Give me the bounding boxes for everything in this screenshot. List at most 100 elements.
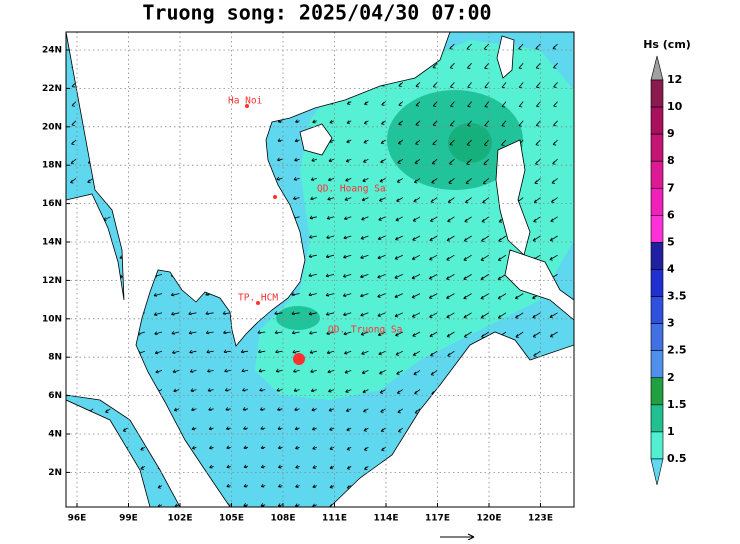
wave-arrow [206, 349, 214, 354]
colorbar-label: 12 [667, 73, 682, 86]
wave-arrow [329, 427, 335, 431]
colorbar-label: 2.5 [667, 344, 687, 357]
wave-arrow [446, 254, 455, 261]
wave-arrow [243, 503, 249, 507]
wave-arrow [311, 158, 317, 162]
wave-arrow [498, 235, 507, 242]
wave-arrow [189, 349, 197, 354]
wave-arrow [329, 484, 335, 489]
wave-arrow [497, 312, 507, 319]
wave-arrow [412, 235, 421, 241]
colorbar-cell [650, 133, 664, 162]
wave-arrow [207, 368, 214, 373]
wave-arrow [497, 293, 507, 300]
wave-arrow [381, 101, 386, 106]
wave-arrow [380, 408, 386, 413]
wave-arrow [243, 483, 249, 488]
wave-arrow [87, 178, 94, 184]
wave-arrow [278, 483, 283, 488]
wave-arrow [325, 273, 335, 278]
y-tick-label: 12N [42, 276, 62, 286]
wave-arrow [310, 388, 317, 393]
wave-arrow [188, 330, 197, 335]
wave-arrow [480, 312, 490, 319]
wave-arrow [308, 254, 317, 258]
wave-arrow [325, 312, 335, 316]
wave-arrow [378, 197, 386, 202]
wave-arrow [259, 407, 266, 411]
wave-arrow [377, 274, 386, 279]
wave-arrow [518, 101, 524, 108]
wave-arrow [343, 312, 352, 317]
wave-arrow [429, 216, 438, 223]
wave-arrow [518, 120, 524, 127]
colorbar-cell [650, 215, 664, 243]
wave-arrow [294, 157, 300, 162]
colorbar-label: 8 [667, 154, 675, 167]
wave-arrow [71, 120, 77, 126]
wave-arrow [464, 197, 472, 204]
wave-arrow [346, 427, 352, 432]
wave-arrow [484, 101, 490, 108]
wave-arrow [171, 311, 180, 316]
wave-arrow [533, 350, 541, 357]
x-tick-label: 102E [168, 514, 193, 524]
wave-arrow [172, 350, 180, 354]
wave-arrow [295, 465, 300, 469]
wave-arrow [242, 387, 249, 392]
colorbar-cell [650, 106, 664, 135]
wave-arrow [312, 465, 317, 469]
wave-arrow [532, 331, 541, 338]
wave-arrow [518, 43, 524, 50]
wave-arrow [294, 138, 300, 143]
x-tick-label: 96E [68, 514, 87, 524]
wave-arrow [394, 254, 403, 260]
wave-arrow [515, 331, 524, 338]
wave-arrow [398, 82, 404, 87]
wave-arrow [188, 311, 197, 316]
wave-arrow [207, 388, 214, 392]
wave-arrow [277, 426, 283, 431]
wave-arrow [415, 101, 421, 107]
wave-arrow [450, 82, 455, 88]
wave-arrow [532, 312, 541, 319]
wave-arrow [344, 350, 352, 355]
wave-arrow [274, 311, 283, 315]
wave-arrow [260, 426, 266, 430]
wave-arrow [326, 235, 335, 239]
wave-arrow [535, 62, 541, 69]
wave-arrow [363, 139, 369, 144]
wave-arrow [309, 215, 317, 220]
wave-arrow [552, 158, 558, 165]
wave-arrow [446, 274, 455, 280]
colorbar-label: 7 [667, 181, 675, 194]
wave-arrow [497, 254, 507, 262]
wave-arrow [414, 389, 421, 395]
wave-arrow [363, 158, 369, 163]
wave-arrow [447, 350, 455, 357]
wave-arrow [329, 465, 335, 470]
wave-arrow [381, 446, 386, 452]
wave-arrow [260, 503, 266, 507]
wave-arrow [549, 331, 558, 338]
wave-arrow [431, 178, 438, 184]
colorbar-end [650, 458, 664, 486]
wave-arrow [343, 216, 352, 221]
wave-arrow [467, 82, 472, 89]
wave-arrow [226, 445, 231, 450]
wave-arrow [397, 139, 404, 145]
wave-arrow [430, 197, 438, 203]
wave-arrow [432, 139, 438, 146]
wave-arrow [243, 445, 249, 450]
wave-arrow [292, 196, 300, 200]
wave-arrow [380, 139, 386, 145]
wave-arrow [429, 331, 438, 338]
wave-arrow [259, 387, 266, 392]
wave-arrow [549, 312, 558, 319]
wave-arrow [311, 426, 317, 431]
colorbar-end [650, 55, 664, 81]
wave-arrow [447, 197, 455, 204]
wave-arrow [464, 216, 472, 223]
wave-arrow [377, 331, 386, 337]
wave-arrow [480, 293, 490, 300]
